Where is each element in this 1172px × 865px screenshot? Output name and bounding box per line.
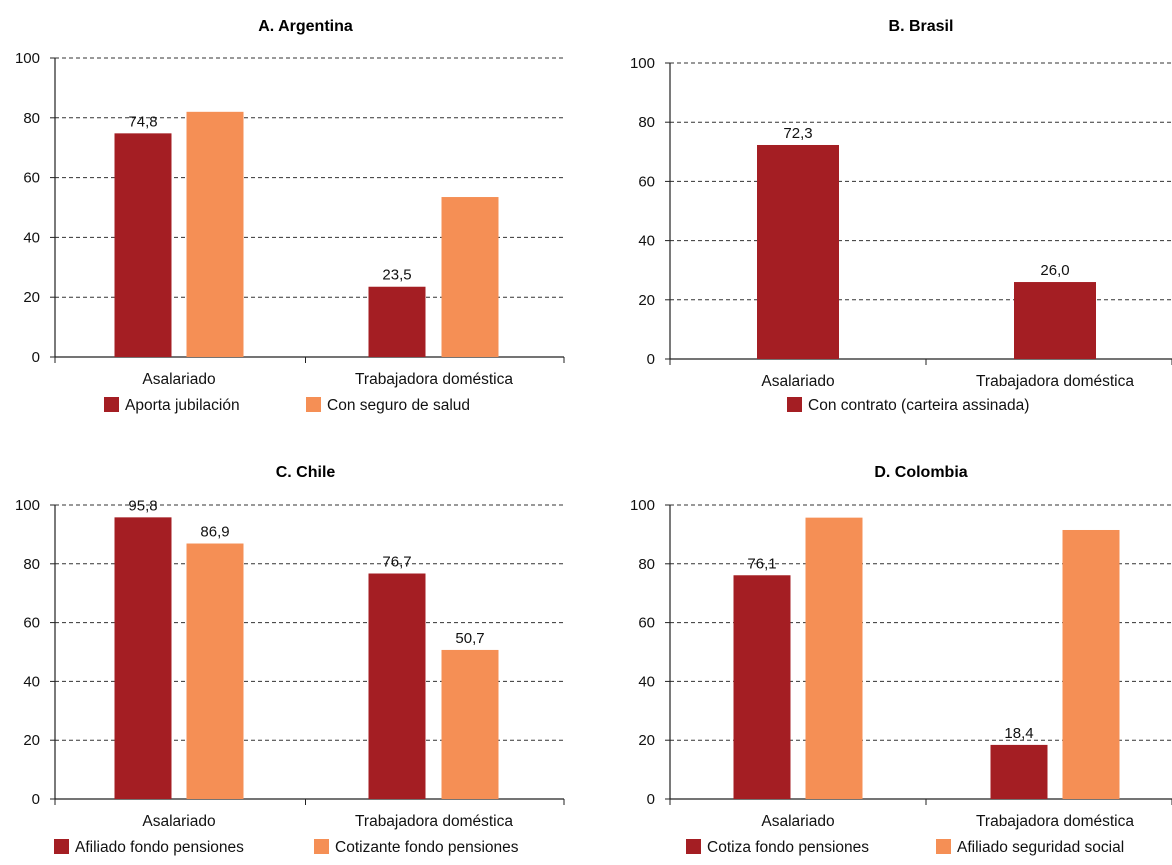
y-tick-label: 20: [638, 732, 655, 749]
bar: [1014, 282, 1096, 359]
y-tick-label: 100: [15, 50, 40, 67]
chart-title: C. Chile: [276, 464, 336, 481]
data-label: 72,3: [783, 125, 812, 142]
y-tick-label: 80: [638, 556, 655, 573]
legend-label: Afiliado fondo pensiones: [75, 839, 244, 856]
legend-swatch: [787, 397, 802, 412]
y-tick-label: 80: [638, 114, 655, 131]
category-label: Asalariado: [142, 813, 215, 830]
y-tick-label: 20: [638, 292, 655, 309]
bar: [805, 517, 863, 799]
data-label: 74,8: [128, 113, 157, 130]
bar: [114, 133, 172, 357]
category-label: Trabajadora doméstica: [355, 813, 513, 830]
data-label: 18,4: [1004, 725, 1033, 742]
panel-chile: C. Chile 0 20 40 60 80 100 95,8 76,7 86,9 50,7 Asal…: [15, 464, 565, 856]
y-tick-label: 0: [647, 351, 655, 368]
y-tick-label: 40: [638, 673, 655, 690]
y-tick-label: 0: [32, 791, 40, 808]
legend-label: Cotiza fondo pensiones: [707, 839, 869, 856]
panel-argentina: A. Argentina 0 20 40 60 80 100 74,8 23,5 Asalaria…: [15, 18, 565, 414]
bar: [757, 144, 839, 359]
bar: [441, 197, 499, 357]
bar: [733, 575, 791, 799]
y-tick-label: 60: [23, 170, 40, 187]
y-tick-label: 40: [23, 673, 40, 690]
chart-title: D. Colombia: [874, 464, 967, 481]
data-label: 86,9: [200, 524, 229, 541]
bar: [368, 573, 426, 799]
legend-label: Con seguro de salud: [327, 397, 470, 414]
category-label: Trabajadora doméstica: [355, 371, 513, 388]
legend-swatch: [314, 839, 329, 854]
y-tick-label: 60: [23, 615, 40, 632]
chart-title: B. Brasil: [889, 18, 954, 35]
data-label: 23,5: [382, 267, 411, 284]
bar: [990, 744, 1048, 799]
bar: [186, 111, 244, 357]
legend-label: Cotizante fondo pensiones: [335, 839, 519, 856]
y-tick-label: 100: [630, 497, 655, 514]
y-tick-label: 80: [23, 110, 40, 127]
category-label: Trabajadora doméstica: [976, 813, 1134, 830]
panel-brasil: B. Brasil 0 20 40 60 80 100 72,3 26,0 Asalariado T…: [630, 18, 1172, 414]
bar: [186, 543, 244, 799]
y-tick-label: 40: [638, 233, 655, 250]
y-tick-label: 0: [32, 349, 40, 366]
chart-title: A. Argentina: [258, 18, 353, 35]
legend-label: Afiliado seguridad social: [957, 839, 1124, 856]
bar: [114, 517, 172, 799]
y-tick-label: 60: [638, 615, 655, 632]
y-tick-label: 40: [23, 229, 40, 246]
legend-swatch: [686, 839, 701, 854]
y-tick-label: 0: [647, 791, 655, 808]
y-tick-label: 20: [23, 732, 40, 749]
data-label: 26,0: [1040, 262, 1069, 279]
data-label: 76,7: [382, 554, 411, 571]
legend-swatch: [306, 397, 321, 412]
y-tick-label: 60: [638, 173, 655, 190]
data-label: 95,8: [128, 497, 157, 514]
bar: [441, 649, 499, 799]
bar: [1062, 529, 1120, 799]
category-label: Asalariado: [761, 373, 834, 390]
y-tick-label: 100: [15, 497, 40, 514]
legend-label: Aporta jubilación: [125, 397, 240, 414]
bar: [368, 286, 426, 357]
category-label: Asalariado: [142, 371, 215, 388]
data-label: 76,1: [747, 555, 776, 572]
data-label: 50,7: [455, 630, 484, 647]
legend-label: Con contrato (carteira assinada): [808, 397, 1029, 414]
category-label: Asalariado: [761, 813, 834, 830]
panel-colombia: D. Colombia 0 20 40 60 80 100 76,1 18,4 Asalariad…: [630, 464, 1172, 856]
y-tick-label: 20: [23, 289, 40, 306]
y-tick-label: 100: [630, 55, 655, 72]
category-label: Trabajadora doméstica: [976, 373, 1134, 390]
legend-swatch: [54, 839, 69, 854]
legend-swatch: [104, 397, 119, 412]
legend-swatch: [936, 839, 951, 854]
y-tick-label: 80: [23, 556, 40, 573]
